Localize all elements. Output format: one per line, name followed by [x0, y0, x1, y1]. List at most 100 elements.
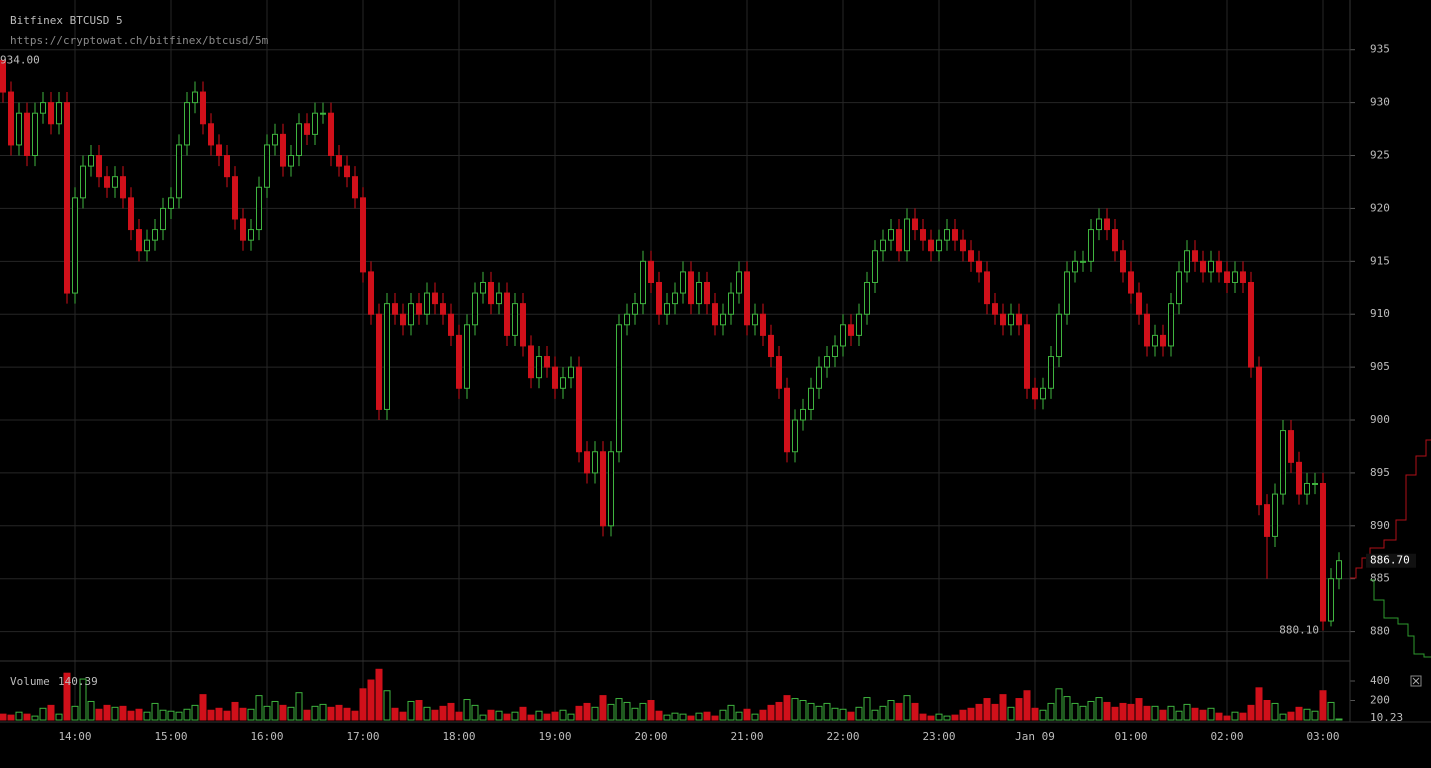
- x-tick-label: 20:00: [634, 730, 667, 743]
- x-tick-label: 21:00: [730, 730, 763, 743]
- candle-body: [1088, 229, 1094, 262]
- volume-bar: [23, 713, 31, 721]
- candle-body: [48, 102, 54, 125]
- volume-bar: [103, 704, 111, 721]
- candle-body: [624, 313, 630, 326]
- volume-bar: [1031, 707, 1039, 721]
- candle-body: [312, 112, 318, 135]
- candle-body: [176, 144, 182, 199]
- candle-body: [1064, 271, 1070, 315]
- volume-bar: [1335, 718, 1343, 721]
- candle-body: [576, 366, 582, 453]
- volume-bar: [711, 715, 719, 721]
- candle-body: [120, 176, 126, 199]
- candle-body: [680, 271, 686, 294]
- volume-bar: [487, 709, 495, 721]
- candle-body: [1280, 430, 1286, 495]
- candle-body: [704, 281, 710, 305]
- candle-body: [192, 91, 198, 104]
- volume-bar: [791, 698, 799, 721]
- volume-bar: [895, 702, 903, 721]
- volume-bar: [1055, 688, 1063, 721]
- low-label: 880.10: [1279, 624, 1319, 637]
- candle-body: [152, 229, 158, 241]
- marks: 934.00 880.10 886.70 10.23: [0, 53, 1416, 724]
- candle-body: [232, 176, 238, 220]
- candle-body: [832, 345, 838, 358]
- volume-bar: [1023, 690, 1031, 721]
- volume-bar: [807, 702, 815, 721]
- candle-body: [496, 292, 502, 305]
- volume-bar: [943, 715, 951, 721]
- y-tick-label: 900: [1370, 413, 1390, 426]
- volume-bar: [199, 694, 207, 721]
- candle-body: [944, 229, 950, 241]
- volume-bar: [327, 706, 335, 721]
- candle-body: [344, 165, 350, 178]
- volume-bar: [1095, 697, 1103, 721]
- volume-bar: [1231, 711, 1239, 721]
- volume-bar: [0, 713, 7, 721]
- volume-bar: [1295, 706, 1303, 721]
- x-tick-label: 16:00: [250, 730, 283, 743]
- volume-bar: [911, 702, 919, 721]
- volume-bar: [671, 712, 679, 721]
- candle-body: [1072, 260, 1078, 273]
- volume-bar: [7, 714, 15, 721]
- candle-body: [720, 313, 726, 326]
- chart-title: Bitfinex BTCUSD 5: [10, 14, 123, 27]
- volume-bar: [719, 709, 727, 721]
- volume-bar: [1271, 702, 1279, 721]
- volume-bar: [623, 701, 631, 721]
- volume-bar: [407, 700, 415, 721]
- candle-body: [800, 408, 806, 421]
- candle-body: [808, 387, 814, 410]
- y-tick-label: 915: [1370, 254, 1390, 267]
- candle-body: [880, 239, 886, 252]
- candle-body: [184, 102, 190, 146]
- volume-bar: [303, 709, 311, 721]
- volume-bar: [1303, 708, 1311, 721]
- volume-bar: [447, 702, 455, 721]
- volume-bar: [1319, 690, 1327, 721]
- close-button[interactable]: [1410, 675, 1422, 687]
- volume-bar: [759, 709, 767, 721]
- candle-body: [688, 271, 694, 305]
- candle-body: [240, 218, 246, 241]
- candle-body: [504, 292, 510, 336]
- volume-bar: [383, 690, 391, 721]
- candle-body: [616, 324, 622, 453]
- candle-body: [448, 313, 454, 336]
- candle-body: [128, 197, 134, 231]
- candle-body: [568, 366, 574, 379]
- x-tick-label: 19:00: [538, 730, 571, 743]
- volume-bar: [727, 704, 735, 721]
- volume-bar: [47, 704, 55, 721]
- volume-bar: [1127, 703, 1135, 721]
- volume-bar: [415, 699, 423, 721]
- volume-bar: [935, 713, 943, 721]
- close-box[interactable]: [1410, 675, 1422, 687]
- candle-body: [1264, 504, 1270, 537]
- candle-body: [608, 451, 614, 527]
- volume-bar: [591, 706, 599, 721]
- volume-bar: [279, 704, 287, 721]
- close-cross[interactable]: [1412, 677, 1420, 685]
- volume-bar: [287, 706, 295, 721]
- volume-bar: [871, 709, 879, 721]
- candle-body: [1008, 313, 1014, 326]
- candle-body: [1336, 560, 1342, 580]
- volume-bar: [975, 703, 983, 721]
- candle-body: [456, 334, 462, 389]
- volume-bar: [583, 702, 591, 721]
- candle-body: [920, 229, 926, 241]
- candle-body: [936, 239, 942, 252]
- candle-body: [1256, 366, 1262, 506]
- candle-body: [8, 91, 14, 146]
- volume-bar: [999, 694, 1007, 721]
- volume-value: 140.39: [58, 675, 98, 688]
- candle-body: [776, 356, 782, 389]
- candle-body: [216, 144, 222, 157]
- candle-body: [664, 303, 670, 315]
- candle-body: [328, 112, 334, 157]
